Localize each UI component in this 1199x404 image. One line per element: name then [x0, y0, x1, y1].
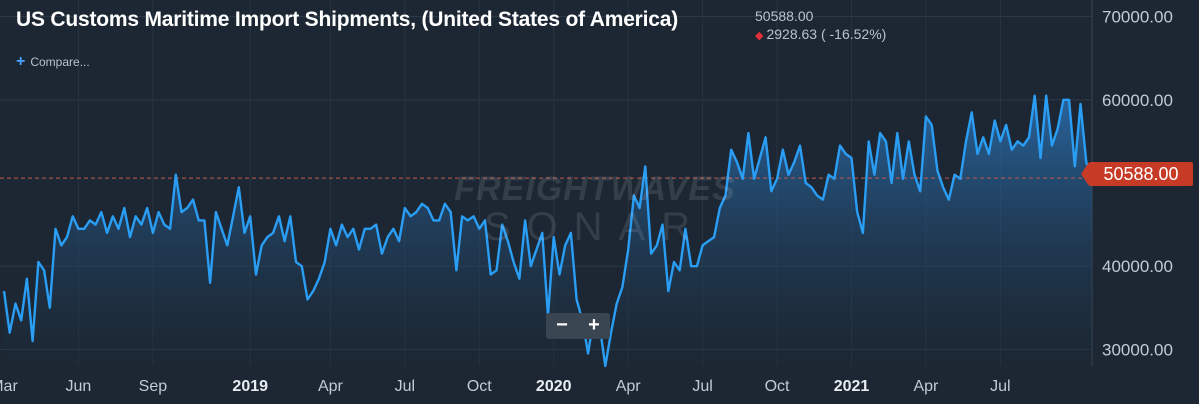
series-area: [4, 95, 1092, 366]
y-tick-label: 30000.00: [1102, 340, 1173, 359]
zoom-out-button[interactable]: −: [556, 314, 568, 336]
change-value: ◆ 2928.63 ( -16.52%): [755, 25, 886, 45]
x-axis: Mar Jun Sep 2019 Apr Jul Oct 2020 Apr Jul Oct 2021 A…: [0, 378, 1011, 395]
chart-title: US Customs Maritime Import Shipments, (U…: [16, 8, 679, 31]
last-value: 50588.00: [755, 8, 814, 24]
x-tick-label: Oct: [467, 378, 492, 395]
current-price-tag: 50588.00: [1081, 162, 1193, 186]
y-tick-label: 60000.00: [1102, 91, 1173, 110]
last-value-block: 50588.00 ◆ 2928.63 ( -16.52%): [755, 7, 886, 45]
x-tick-label: 2021: [834, 378, 870, 395]
x-tick-label: 2020: [536, 378, 572, 395]
compare-button[interactable]: + Compare...: [16, 53, 90, 71]
zoom-control: − +: [546, 313, 610, 339]
x-tick-label: Sep: [139, 378, 168, 395]
x-tick-label: Oct: [765, 378, 790, 395]
compare-label: Compare...: [30, 55, 90, 69]
x-tick-label: Apr: [616, 378, 642, 395]
x-tick-label: Jun: [66, 378, 92, 395]
x-tick-label: Apr: [913, 378, 939, 395]
x-tick-label: Mar: [0, 378, 18, 395]
x-tick-label: Jul: [395, 378, 415, 395]
x-tick-label: Apr: [318, 378, 344, 395]
down-arrow-icon: ◆: [755, 30, 764, 42]
x-tick-label: 2019: [232, 378, 268, 395]
plus-icon: +: [16, 53, 26, 70]
y-tick-label: 40000.00: [1102, 257, 1173, 276]
x-tick-label: Jul: [692, 378, 712, 395]
y-tick-label: 70000.00: [1102, 8, 1173, 27]
change-text: 2928.63 ( -16.52%): [766, 26, 887, 42]
zoom-in-button[interactable]: +: [588, 314, 600, 336]
y-axis: 70000.00 60000.00 40000.00 30000.00: [1102, 8, 1173, 360]
x-tick-label: Jul: [990, 378, 1010, 395]
